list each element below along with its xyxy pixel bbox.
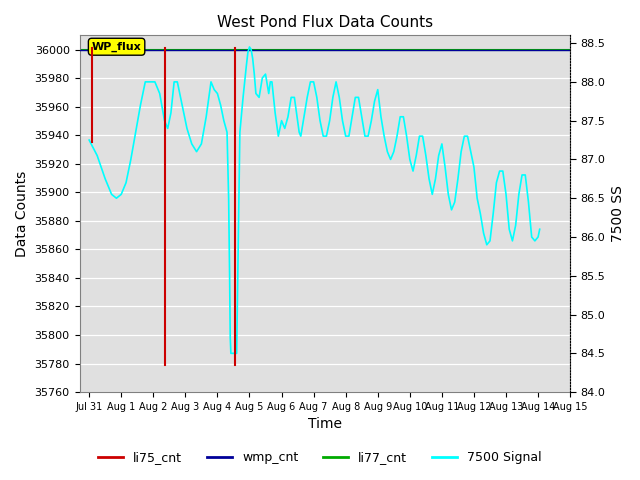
Legend: li75_cnt, wmp_cnt, li77_cnt, 7500 Signal: li75_cnt, wmp_cnt, li77_cnt, 7500 Signal [93,446,547,469]
Title: West Pond Flux Data Counts: West Pond Flux Data Counts [217,15,433,30]
Y-axis label: Data Counts: Data Counts [15,170,29,257]
X-axis label: Time: Time [308,418,342,432]
Y-axis label: 7500 SS: 7500 SS [611,185,625,242]
Text: WP_flux: WP_flux [92,42,141,52]
